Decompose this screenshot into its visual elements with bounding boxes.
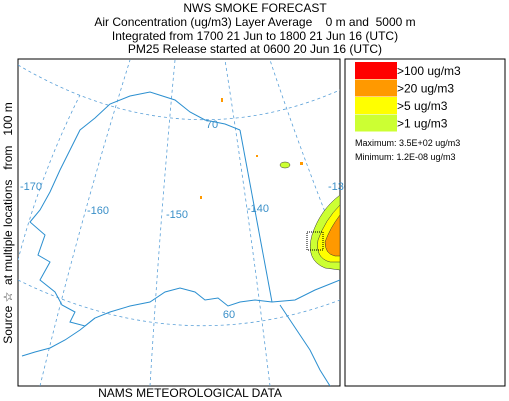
legend-max: Maximum: 3.5E+02 ug/m3 bbox=[355, 138, 460, 148]
legend-swatch bbox=[355, 62, 397, 79]
legend-label: >20 ug/m3 bbox=[397, 82, 454, 96]
smoke bbox=[200, 196, 202, 199]
legend-swatch bbox=[355, 114, 397, 132]
title: NWS SMOKE FORECAST bbox=[183, 1, 327, 15]
footer: NAMS METEOROLOGICAL DATA bbox=[98, 386, 282, 400]
lon-label: -140 bbox=[247, 203, 269, 215]
coastline bbox=[29, 91, 340, 327]
lat-label: 60 bbox=[223, 309, 235, 321]
lon-label: -160 bbox=[87, 205, 109, 217]
side-label: Source ☆ at multiple locations from 100 … bbox=[1, 102, 15, 344]
peninsula bbox=[21, 317, 96, 357]
map-frame bbox=[17, 58, 341, 387]
legend-label: >100 ug/m3 bbox=[397, 64, 461, 78]
legend: Maximum: 3.5E+02 ug/m3 Minimum: 1.2E-08 … bbox=[344, 58, 506, 387]
parallel bbox=[18, 279, 340, 327]
sources bbox=[306, 231, 324, 251]
meridian bbox=[18, 94, 81, 261]
smoke bbox=[279, 161, 291, 169]
legend-min: Minimum: 1.2E-08 ug/m3 bbox=[355, 152, 456, 162]
lat-label: 70 bbox=[206, 119, 218, 131]
smoke bbox=[324, 214, 340, 257]
lon-label: -150 bbox=[166, 209, 188, 221]
lon-label: -170 bbox=[20, 181, 42, 193]
smoke bbox=[256, 155, 258, 157]
subtitle: Integrated from 1700 21 Jun to 1800 21 J… bbox=[112, 29, 398, 43]
smoke bbox=[300, 162, 303, 165]
legend-swatch bbox=[355, 79, 397, 97]
legend-label: >1 ug/m3 bbox=[397, 117, 448, 131]
legend-label: >5 ug/m3 bbox=[397, 99, 448, 113]
legend-swatch bbox=[355, 97, 397, 114]
smoke bbox=[221, 98, 223, 102]
meridian bbox=[224, 59, 271, 386]
meridian bbox=[149, 59, 176, 386]
border bbox=[239, 129, 273, 303]
panhandle bbox=[279, 304, 331, 386]
subtitle: Air Concentration (ug/m3) Layer Average … bbox=[94, 15, 415, 29]
meridian bbox=[39, 59, 131, 386]
map: -170 -160 -150 -140 -130 70 60 bbox=[17, 58, 350, 387]
subtitle: PM25 Release started at 0600 20 Jun 16 (… bbox=[128, 42, 382, 56]
